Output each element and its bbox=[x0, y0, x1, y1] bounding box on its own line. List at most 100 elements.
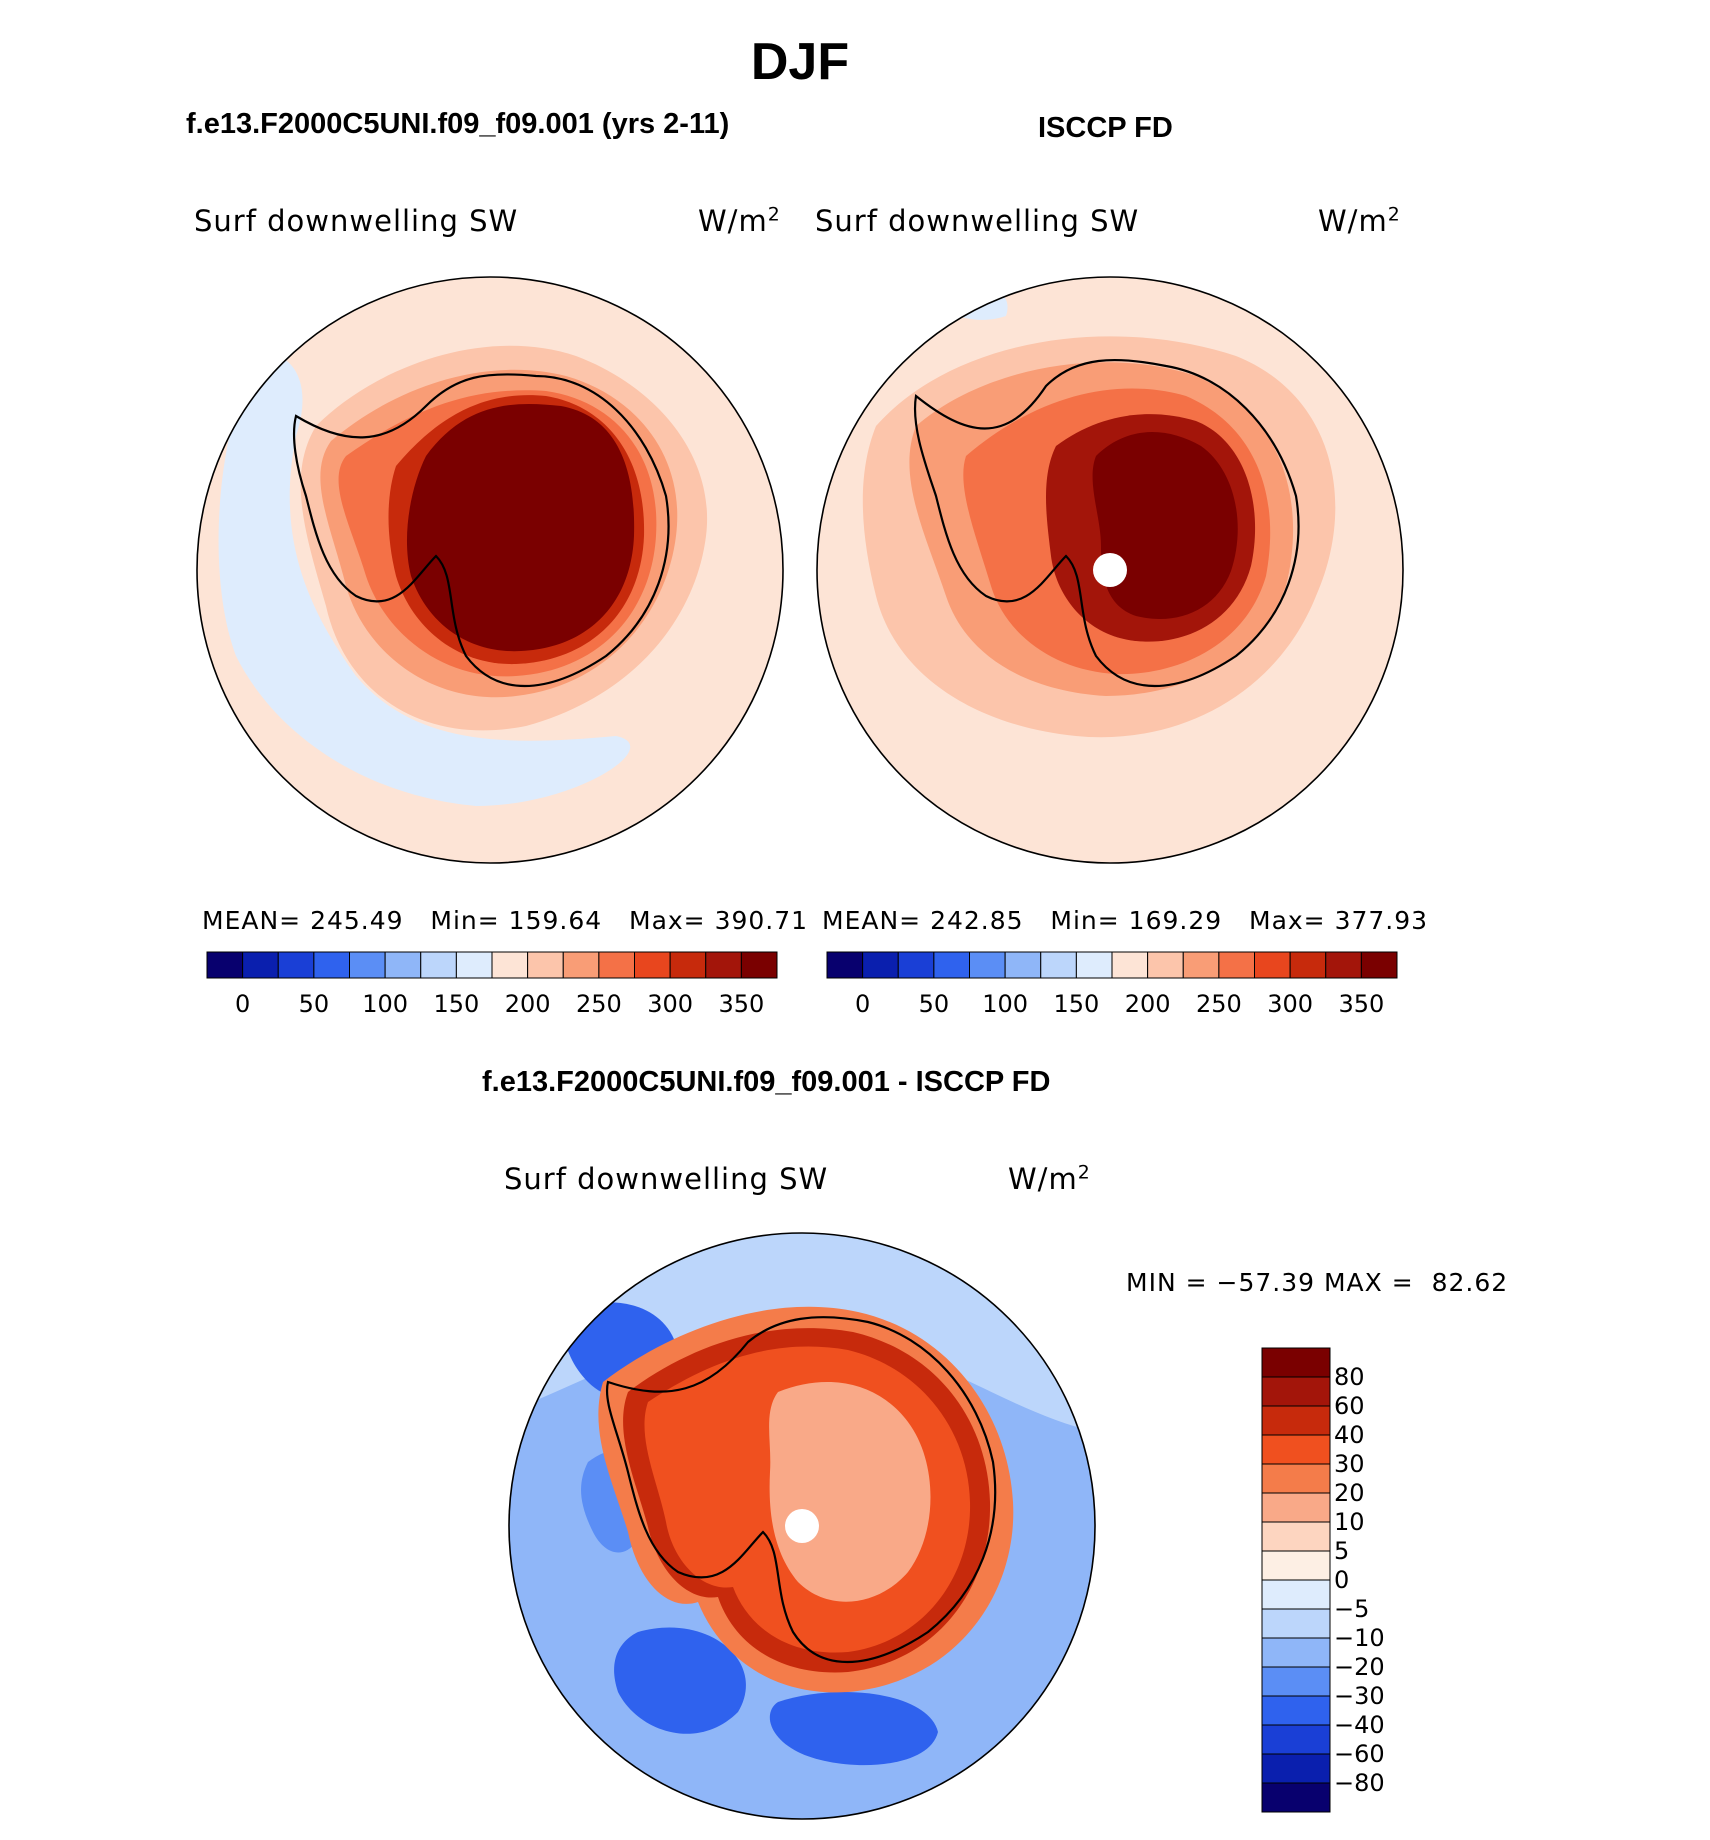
left-max-value: 390.71 bbox=[714, 906, 809, 935]
left-units-label: W/m2 bbox=[698, 204, 781, 238]
diff-pole-mask bbox=[785, 1509, 819, 1543]
diff-units-exp: 2 bbox=[1077, 1162, 1091, 1184]
diff-colorbar-tick-label-13: −60 bbox=[1334, 1740, 1385, 1768]
right-colorbar-tick-label-1: 50 bbox=[919, 990, 950, 1018]
left-min-label: Min= bbox=[430, 906, 500, 935]
diff-colorbar-tick-label-5: 10 bbox=[1334, 1508, 1365, 1536]
diff-colorbar-tick-label-4: 20 bbox=[1334, 1479, 1365, 1507]
left-colorbar-tick-label-4: 200 bbox=[505, 990, 551, 1018]
diff-polar-map bbox=[508, 1232, 1096, 1820]
left-colorbar-swatch-15 bbox=[740, 951, 778, 979]
left-map-border bbox=[196, 276, 784, 864]
right-colorbar-tick-label-5: 250 bbox=[1196, 990, 1242, 1018]
left-stats: MEAN= 245.49 Min= 159.64 Max= 390.71 bbox=[202, 906, 808, 935]
right-colorbar-swatch-0 bbox=[826, 951, 864, 979]
right-units-exp: 2 bbox=[1387, 204, 1401, 226]
right-units-label: W/m2 bbox=[1318, 204, 1401, 238]
left-colorbar-swatch-14 bbox=[705, 951, 742, 979]
right-min-value: 169.29 bbox=[1128, 906, 1223, 935]
diff-colorbar-tick-label-14: −80 bbox=[1334, 1769, 1385, 1797]
left-colorbar-tick-label-7: 350 bbox=[718, 990, 764, 1018]
diff-colorbar-swatch-3 bbox=[1261, 1434, 1331, 1465]
right-variable-label: Surf downwelling SW bbox=[815, 204, 1140, 238]
diff-colorbar-tick-label-7: 0 bbox=[1334, 1566, 1349, 1594]
right-colorbar-swatch-12 bbox=[1254, 951, 1291, 979]
left-colorbar-swatch-5 bbox=[384, 951, 422, 979]
right-colorbar: 0 50 100 150 200 250 300 350 bbox=[826, 951, 1398, 1018]
diff-max-label: MAX = bbox=[1323, 1268, 1414, 1297]
main-title: DJF bbox=[750, 33, 850, 91]
diff-min-label: MIN = bbox=[1126, 1268, 1208, 1297]
panel-left-title: f.e13.F2000C5UNI.f09_f09.001 (yrs 2-11) bbox=[186, 108, 730, 140]
right-max-value: 377.93 bbox=[1334, 906, 1429, 935]
right-colorbar-swatch-9 bbox=[1147, 951, 1184, 979]
diff-max-value: 82.62 bbox=[1431, 1268, 1509, 1297]
diff-variable-label: Surf downwelling SW bbox=[504, 1162, 829, 1196]
right-colorbar-swatch-5 bbox=[1004, 951, 1042, 979]
left-colorbar-swatch-12 bbox=[634, 951, 671, 979]
diff-colorbar-swatch-8 bbox=[1261, 1579, 1331, 1610]
diff-colorbar-swatch-14 bbox=[1261, 1753, 1331, 1784]
right-polar-map bbox=[816, 276, 1404, 864]
left-colorbar-tick-label-1: 50 bbox=[299, 990, 330, 1018]
left-units-base: W/m bbox=[698, 204, 768, 238]
diff-colorbar-swatch-7 bbox=[1261, 1550, 1331, 1581]
left-min-value: 159.64 bbox=[508, 906, 603, 935]
left-colorbar-swatch-10 bbox=[562, 951, 600, 979]
left-units-exp: 2 bbox=[767, 204, 781, 226]
left-colorbar-swatch-9 bbox=[527, 951, 564, 979]
right-min-label: Min= bbox=[1050, 906, 1120, 935]
diff-colorbar-swatch-11 bbox=[1261, 1666, 1331, 1697]
right-colorbar-swatch-3 bbox=[933, 951, 970, 979]
diff-colorbar-tick-label-9: −10 bbox=[1334, 1624, 1385, 1652]
left-colorbar-swatch-3 bbox=[313, 951, 350, 979]
diff-ocean-deep-3 bbox=[769, 1692, 938, 1766]
right-colorbar-swatch-1 bbox=[862, 951, 899, 979]
left-colorbar-swatch-6 bbox=[420, 951, 457, 979]
right-colorbar-tick-label-4: 200 bbox=[1125, 990, 1171, 1018]
right-interior bbox=[1092, 432, 1238, 619]
diff-colorbar-swatch-6 bbox=[1261, 1521, 1331, 1552]
left-variable-label: Surf downwelling SW bbox=[194, 204, 519, 238]
left-low-band bbox=[218, 354, 631, 806]
left-colorbar-tick-label-5: 250 bbox=[576, 990, 622, 1018]
right-mean-label: MEAN= bbox=[822, 906, 922, 935]
left-colorbar-swatch-1 bbox=[242, 951, 279, 979]
left-colorbar-swatch-13 bbox=[669, 951, 707, 979]
panel-right-title: ISCCP FD bbox=[1038, 112, 1173, 144]
right-colorbar-tick-label-2: 100 bbox=[982, 990, 1028, 1018]
diff-colorbar-tick-label-2: 40 bbox=[1334, 1421, 1365, 1449]
diff-units-base: W/m bbox=[1008, 1162, 1078, 1196]
right-colorbar-tick-label-7: 350 bbox=[1338, 990, 1384, 1018]
diff-colorbar-swatch-12 bbox=[1261, 1695, 1331, 1726]
diff-colorbar-tick-label-3: 30 bbox=[1334, 1450, 1365, 1478]
right-coastline bbox=[914, 358, 1300, 688]
diff-min-value: −57.39 bbox=[1216, 1268, 1316, 1297]
diff-coastline bbox=[605, 1316, 997, 1664]
right-stats: MEAN= 242.85 Min= 169.29 Max= 377.93 bbox=[822, 906, 1428, 935]
diff-colorbar-swatch-4 bbox=[1261, 1463, 1331, 1494]
right-colorbar-swatch-13 bbox=[1289, 951, 1327, 979]
diff-units-label: W/m2 bbox=[1008, 1162, 1091, 1196]
right-units-base: W/m bbox=[1318, 204, 1388, 238]
diff-interior bbox=[769, 1382, 931, 1602]
right-mean-value: 242.85 bbox=[930, 906, 1024, 935]
right-pole-mask bbox=[1093, 553, 1127, 587]
diff-colorbar-swatch-1 bbox=[1261, 1376, 1331, 1407]
right-colorbar-tick-label-3: 150 bbox=[1053, 990, 1099, 1018]
diff-colorbar-tick-label-0: 80 bbox=[1334, 1363, 1365, 1391]
left-colorbar-swatch-4 bbox=[349, 951, 386, 979]
right-colorbar-swatch-14 bbox=[1325, 951, 1362, 979]
diff-colorbar-tick-label-11: −30 bbox=[1334, 1682, 1385, 1710]
left-coastline bbox=[292, 373, 670, 688]
left-colorbar-swatch-7 bbox=[455, 951, 493, 979]
diff-ocean-deep-2 bbox=[614, 1627, 746, 1734]
left-colorbar-tick-label-6: 300 bbox=[647, 990, 693, 1018]
diff-colorbar-swatch-0 bbox=[1261, 1347, 1331, 1378]
diff-stats: MIN = −57.39 MAX = 82.62 bbox=[1126, 1268, 1508, 1297]
left-interior bbox=[406, 403, 635, 652]
left-colorbar-tick-label-2: 100 bbox=[362, 990, 408, 1018]
right-colorbar-swatch-7 bbox=[1075, 951, 1113, 979]
right-colorbar-tick-label-6: 300 bbox=[1267, 990, 1313, 1018]
right-max-label: Max= bbox=[1249, 906, 1326, 935]
